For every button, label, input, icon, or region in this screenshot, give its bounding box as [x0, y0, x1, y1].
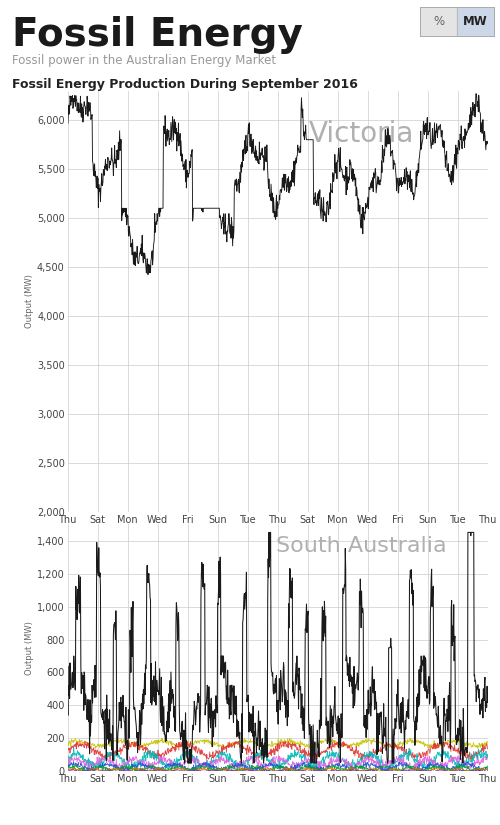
Text: MW: MW — [463, 15, 488, 28]
Text: Fossil power in the Australian Energy Market: Fossil power in the Australian Energy Ma… — [12, 54, 276, 68]
Text: Fossil Energy: Fossil Energy — [12, 16, 304, 54]
Text: Fossil Energy Production During September 2016: Fossil Energy Production During Septembe… — [12, 78, 358, 91]
Text: %: % — [433, 15, 444, 28]
Y-axis label: Output (MW): Output (MW) — [25, 620, 34, 675]
Bar — [457, 7, 494, 36]
Text: South Australia: South Australia — [276, 536, 447, 557]
Text: Victoria: Victoria — [309, 120, 414, 148]
Y-axis label: Output (MW): Output (MW) — [25, 274, 34, 328]
